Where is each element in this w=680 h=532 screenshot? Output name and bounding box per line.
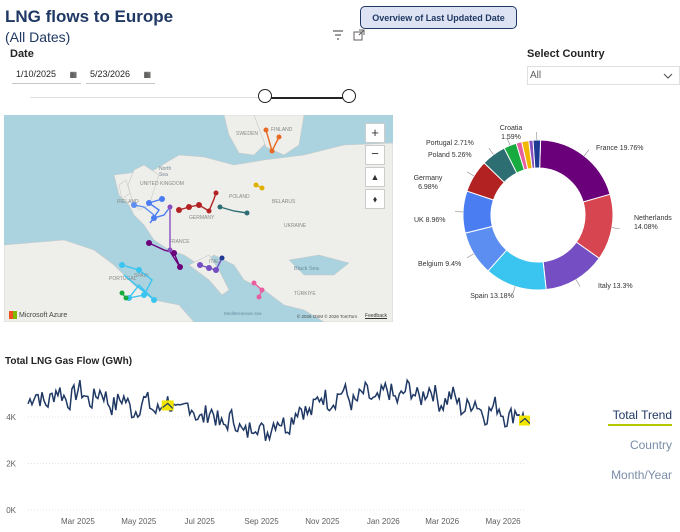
donut-slice-croatia[interactable] <box>532 139 542 169</box>
highlight-marker[interactable] <box>161 400 174 411</box>
map-label: PORTUGAL <box>109 276 137 282</box>
date-slider-track <box>30 97 265 98</box>
date-slider-end-handle[interactable] <box>342 89 356 103</box>
donut-label-uk: UK 8.96% <box>414 217 446 224</box>
donut-label-portugal: Portugal 2.71% <box>426 140 474 147</box>
donut-label-poland: Poland 5.26% <box>428 152 472 159</box>
map-attribution-text: © 2026 OSM © 2026 TomTom <box>296 314 357 319</box>
x-tick-label: Sep 2025 <box>244 517 279 526</box>
start-date-input[interactable]: 1/10/2025 ▦ <box>12 65 81 84</box>
map-label: IRELAND <box>117 199 139 205</box>
zoom-in-button[interactable]: + <box>365 123 385 143</box>
zoom-out-button[interactable]: − <box>365 145 385 165</box>
map-markers[interactable] <box>119 127 282 304</box>
map-label: Sea <box>159 172 168 178</box>
date-slider-range[interactable] <box>265 97 349 99</box>
y-tick-label: 2K <box>6 459 16 468</box>
total-flow-line[interactable] <box>27 378 526 443</box>
calendar-icon[interactable]: ▦ <box>69 69 77 79</box>
map-feedback-link[interactable]: Feedback <box>365 313 387 319</box>
page-subtitle: (All Dates) <box>5 29 71 45</box>
flow-italy[interactable] <box>199 257 223 271</box>
date-filter-label: Date <box>10 48 34 60</box>
donut-leader-line <box>488 147 494 155</box>
highlight-line <box>519 417 530 424</box>
map-attribution-logo: Microsoft Azure <box>9 311 67 319</box>
microsoft-logo-icon <box>9 311 17 319</box>
map-attribution-logo-text: Microsoft Azure <box>19 311 68 319</box>
end-date-input[interactable]: 5/23/2026 ▦ <box>86 65 155 84</box>
donut-label-france: France 19.76% <box>596 145 643 152</box>
donut-leader-line <box>466 171 475 177</box>
map-label: FINLAND <box>271 127 293 133</box>
country-select[interactable]: All <box>527 66 680 85</box>
map-label: SWEDEN <box>236 131 258 137</box>
donut-leader-line <box>611 227 620 230</box>
map-label: UKRAINE <box>284 223 307 229</box>
lng-flow-map[interactable]: North Sea UNITED KINGDOM IRELAND GERMANY… <box>4 115 393 322</box>
highlight-marker[interactable] <box>519 415 530 426</box>
overview-last-updated-button[interactable]: Overview of Last Updated Date <box>360 6 517 29</box>
map-label: ITALY <box>209 259 223 265</box>
nav-country[interactable]: Country <box>629 438 672 452</box>
map-label: GERMANY <box>189 215 215 221</box>
donut-label-spain: Spain 13.18% <box>470 293 514 300</box>
donut-leader-line <box>512 286 516 295</box>
map-label: North <box>159 166 171 172</box>
donut-leader-line <box>506 137 511 146</box>
calendar-icon[interactable]: ▦ <box>143 69 151 79</box>
nav-month-year[interactable]: Month/Year <box>611 468 672 482</box>
donut-leader-line <box>466 253 474 259</box>
map-label: SPAIN <box>134 273 149 279</box>
donut-leader-line <box>575 279 581 287</box>
donut-label-germany: Germany 6.98% <box>414 175 443 191</box>
map-label: Mediterranean sea <box>224 311 262 316</box>
nav-total-trend[interactable]: Total Trend <box>612 408 672 422</box>
x-tick-label: May 2026 <box>485 517 521 526</box>
flow-belgium[interactable] <box>133 204 155 216</box>
map-label: Black Sea <box>294 266 320 272</box>
filter-icon[interactable] <box>331 28 345 42</box>
x-tick-label: May 2025 <box>121 517 157 526</box>
y-tick-label: 4K <box>6 413 16 422</box>
start-date-value: 1/10/2025 <box>16 69 57 79</box>
donut-label-netherlands: Netherlands 14.08% <box>634 215 672 231</box>
end-date-value: 5/23/2026 <box>90 69 131 79</box>
map-label: TÜRKIYE <box>294 290 316 297</box>
total-lng-flow-line-chart[interactable]: 0K 2K 4K Mar 2025 May 2025 Jul 2025 Sep 2025 No… <box>0 370 530 532</box>
flow-poland[interactable] <box>219 206 248 214</box>
country-share-donut-chart[interactable]: France 19.76% Netherlands 14.08% Italy 13.3… <box>396 112 680 310</box>
page-title: LNG flows to Europe <box>5 7 174 26</box>
chevron-down-icon <box>663 73 673 79</box>
active-nav-underline <box>608 424 672 426</box>
compass-icon[interactable]: ⬧ <box>365 189 385 209</box>
x-tick-label: Mar 2026 <box>425 517 459 526</box>
line-chart-title: Total LNG Gas Flow (GWh) <box>5 356 133 367</box>
map-label: POLAND <box>229 194 250 200</box>
country-select-value: All <box>530 70 542 81</box>
donut-label-belgium: Belgium 9.4% <box>418 261 461 268</box>
donut-label-croatia: Croatia 1.59% <box>500 125 523 141</box>
map-label: UNITED KINGDOM <box>140 181 184 187</box>
x-tick-label: Mar 2025 <box>61 517 95 526</box>
x-tick-label: Jul 2025 <box>185 517 216 526</box>
highlight-line <box>162 402 174 409</box>
map-label: BELARUS <box>272 199 296 205</box>
map-canvas: North Sea UNITED KINGDOM IRELAND GERMANY… <box>4 115 393 322</box>
country-filter-label: Select Country <box>527 48 605 60</box>
map-label: FRANCE <box>169 239 190 245</box>
date-slider-start-handle[interactable] <box>258 89 272 103</box>
x-tick-label: Jan 2026 <box>367 517 400 526</box>
x-tick-label: Nov 2025 <box>305 517 340 526</box>
donut-label-italy: Italy 13.3% <box>598 283 633 290</box>
donut-leader-line <box>583 149 590 157</box>
y-tick-label: 0K <box>6 506 16 515</box>
focus-mode-icon[interactable] <box>352 28 366 42</box>
pitch-icon[interactable]: ▲ <box>365 167 385 187</box>
